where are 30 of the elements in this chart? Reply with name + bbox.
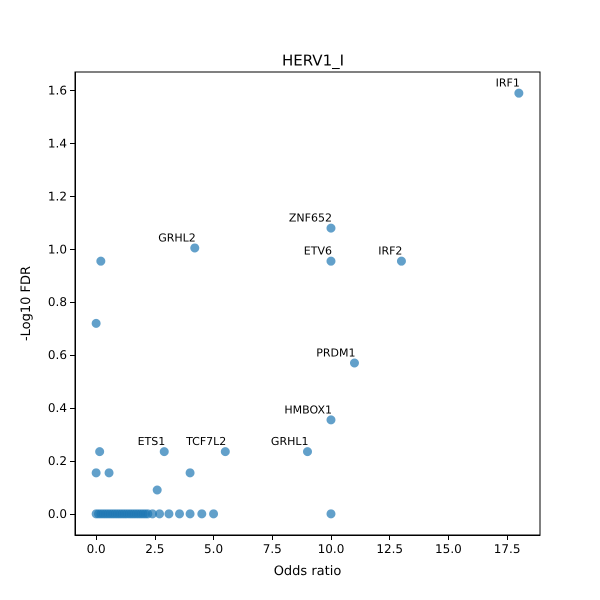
chart-title: HERV1_I	[282, 52, 344, 70]
y-tick-label: 0.2	[48, 454, 67, 468]
annotation: IRF2	[378, 244, 402, 258]
annotation: PRDM1	[316, 346, 356, 360]
annotation: GRHL1	[270, 435, 308, 448]
annotation: ETS1	[138, 435, 166, 448]
x-tick-label: 5.0	[204, 542, 224, 556]
x-tick-label: 7.5	[262, 542, 282, 556]
annotation: IRF1	[496, 76, 520, 90]
y-axis-title: -Log10 FDR	[19, 266, 34, 342]
annotation: HMBOX1	[284, 403, 332, 416]
annotation: ETV6	[304, 244, 332, 258]
x-axis-title: Odds ratio	[274, 564, 342, 579]
x-tick-label: 17.5	[494, 542, 520, 556]
x-tick-label: 0.0	[86, 542, 106, 556]
y-tick-label: 1.4	[48, 136, 67, 150]
y-tick-label: 0.0	[48, 506, 67, 521]
y-tick-label: 0.8	[48, 295, 67, 310]
x-tick-label: 12.5	[376, 542, 404, 556]
y-tick-label: 1.6	[48, 84, 67, 98]
annotation: ZNF652	[288, 212, 332, 225]
y-tick-label: 1.2	[48, 189, 67, 204]
y-tick-label: 0.6	[48, 348, 67, 362]
y-tick-label: 1.0	[48, 242, 67, 256]
annotation: TCF7L2	[185, 435, 226, 448]
annotation: GRHL2	[158, 231, 196, 244]
x-tick-label: 10.0	[318, 542, 344, 556]
x-tick-label: 2.5	[145, 542, 164, 556]
x-tick-label: 15.0	[435, 542, 462, 556]
y-tick-label: 0.4	[48, 401, 67, 416]
